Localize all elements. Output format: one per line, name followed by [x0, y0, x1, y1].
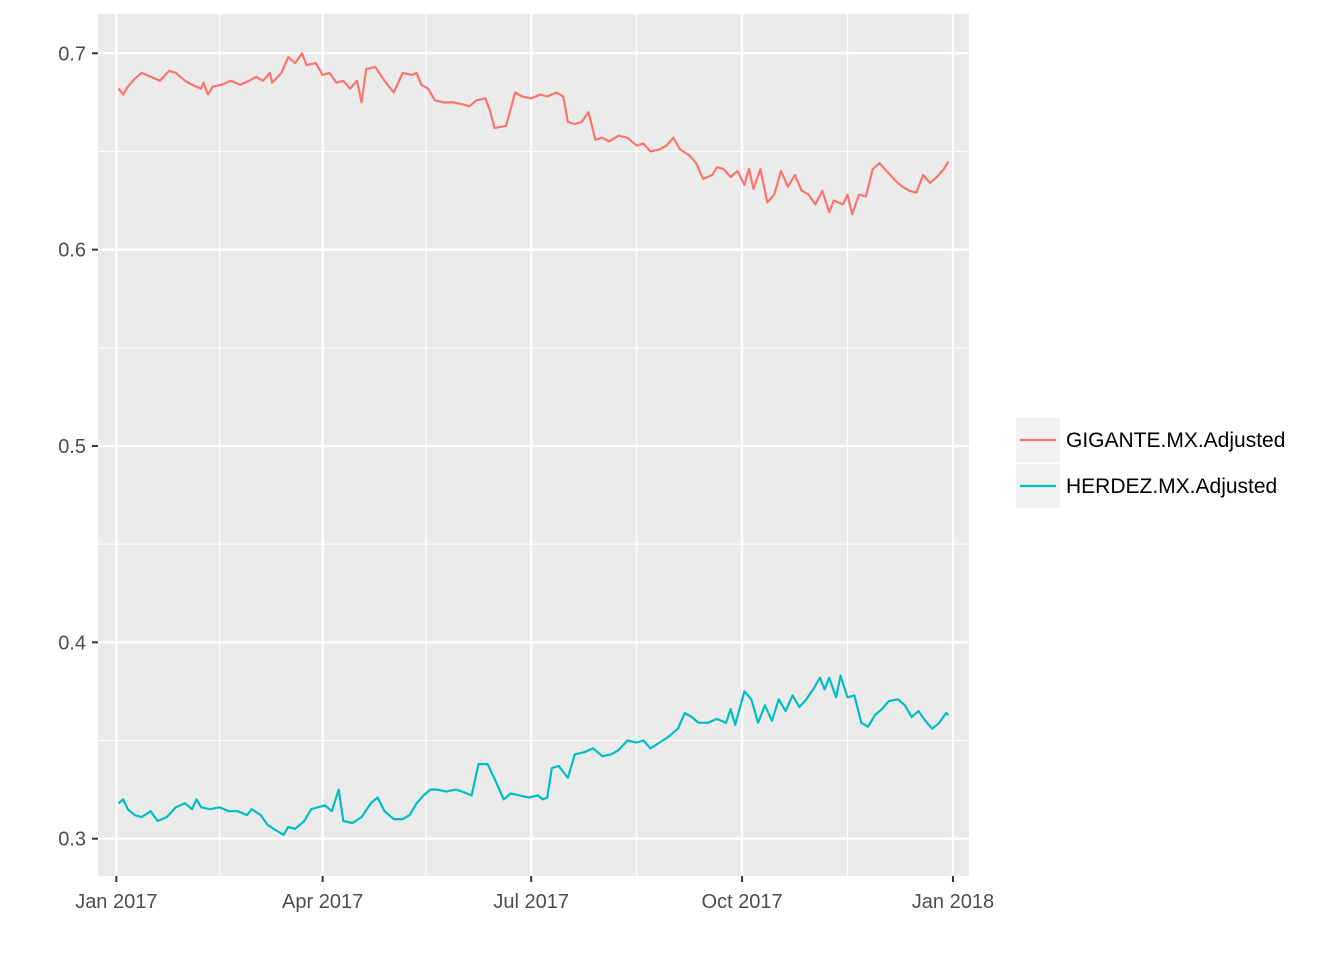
x-tick-label: Oct 2017 — [701, 891, 782, 913]
legend: GIGANTE.MX.Adjusted HERDEZ.MX.Adjusted — [1016, 418, 1285, 508]
x-axis: Jan 2017 Apr 2017 Jul 2017 Oct 2017 Jan 2018 — [75, 876, 994, 913]
legend-label-0: GIGANTE.MX.Adjusted — [1066, 429, 1285, 452]
x-tick-label: Jan 2018 — [912, 891, 994, 913]
legend-label-1: HERDEZ.MX.Adjusted — [1066, 475, 1277, 498]
x-tick-label: Jan 2017 — [75, 891, 157, 913]
major-gridlines — [98, 14, 969, 876]
series-line-0 — [117, 52, 950, 216]
y-tick-label: 0.7 — [58, 43, 86, 65]
y-tick-label: 0.4 — [58, 632, 86, 654]
y-tick-label: 0.3 — [58, 829, 86, 851]
y-tick-label: 0.6 — [58, 240, 86, 262]
series-lines — [117, 52, 950, 836]
x-tick-label: Apr 2017 — [282, 891, 363, 913]
y-tick-label: 0.5 — [58, 436, 86, 458]
y-axis: 0.3 0.4 0.5 0.6 0.7 — [58, 43, 98, 851]
x-tick-label: Jul 2017 — [493, 891, 569, 913]
series-line-1 — [117, 674, 950, 836]
